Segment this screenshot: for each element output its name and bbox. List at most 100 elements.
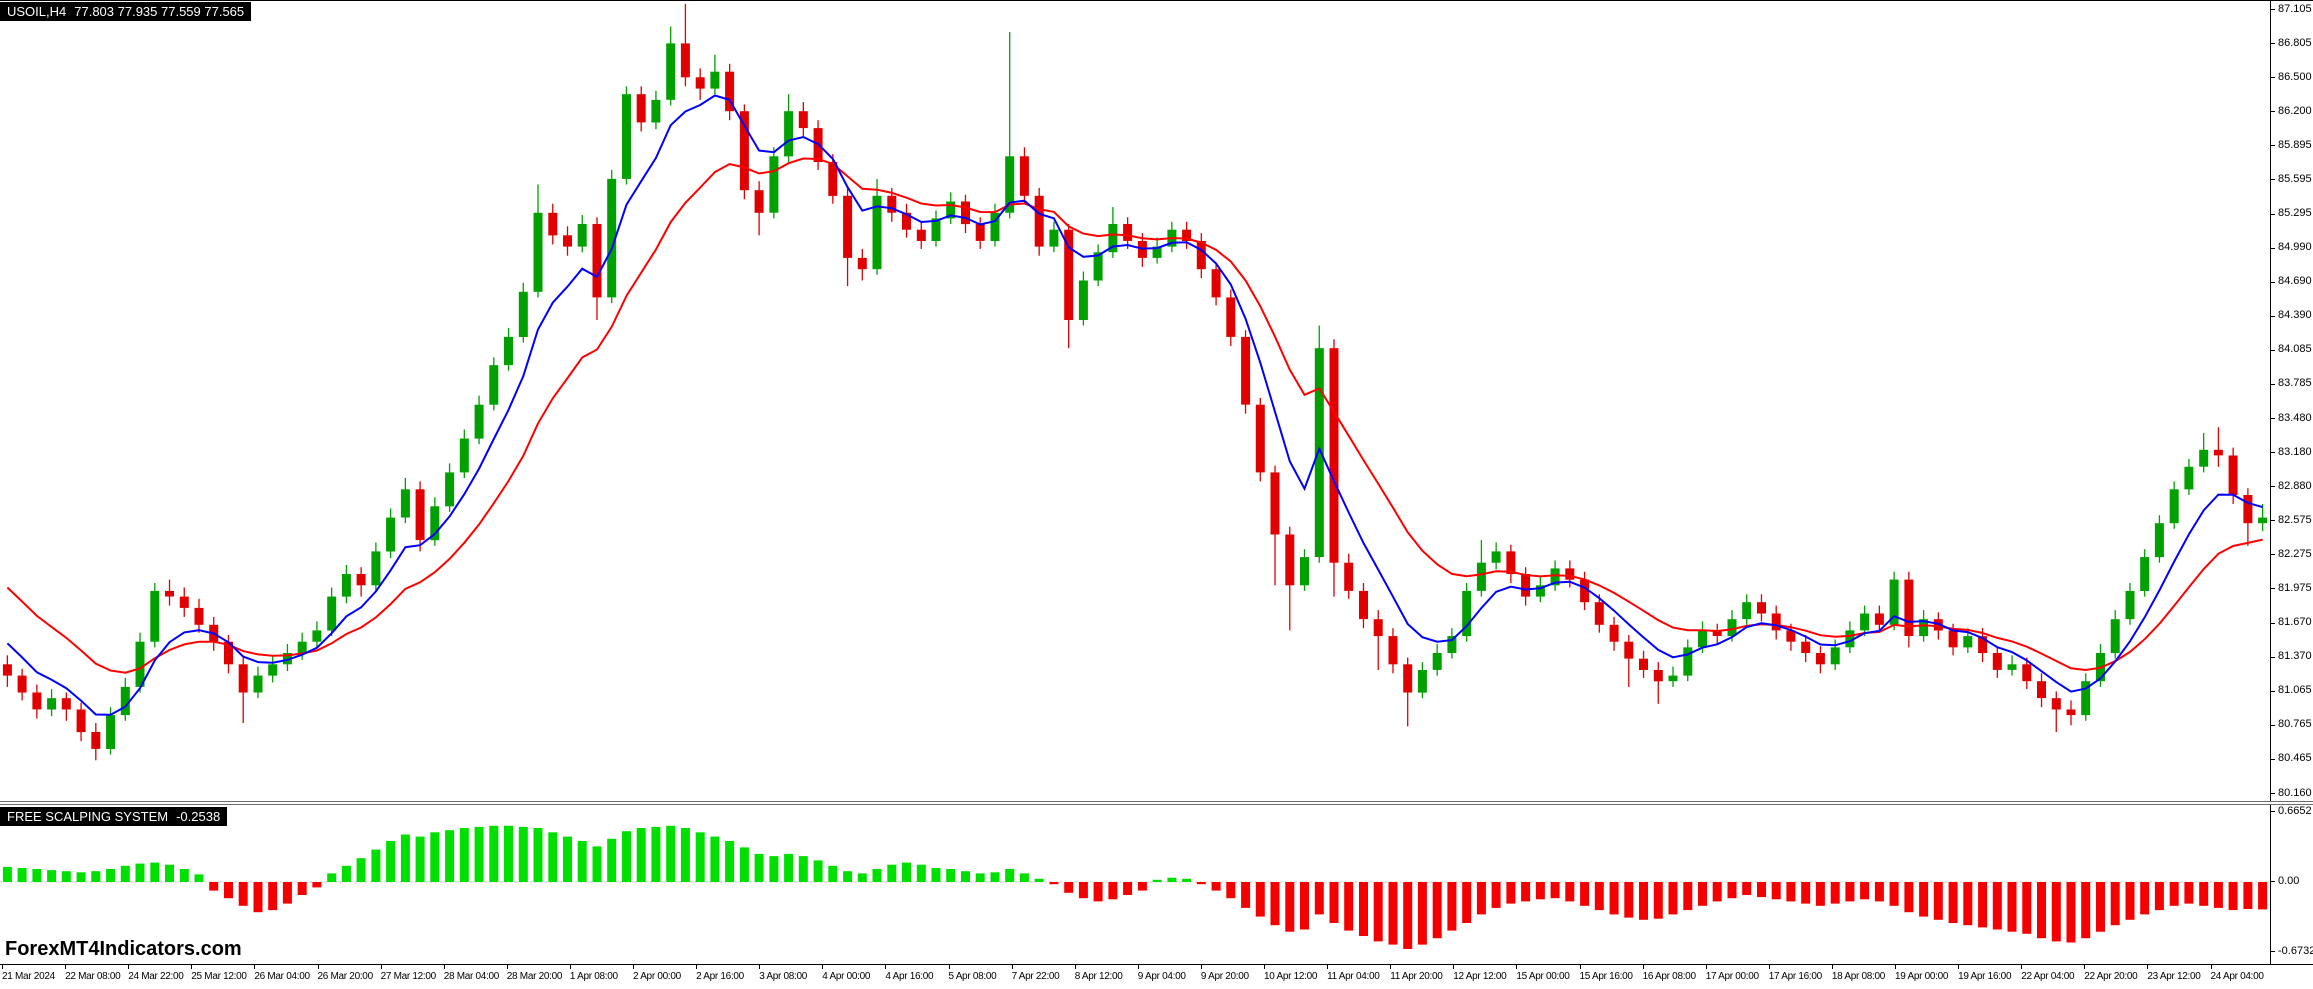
candle-body-up <box>1049 229 1059 247</box>
candle-body-up <box>1727 619 1737 637</box>
candles-layer[interactable] <box>0 1 2270 801</box>
indicator-name: FREE SCALPING SYSTEM <box>7 809 169 824</box>
hist-bar-down <box>1093 882 1103 902</box>
candle-body-down <box>636 94 646 123</box>
candle-body-up <box>1491 551 1501 563</box>
time-axis[interactable]: 21 Mar 2024 22 Mar 08:00 24 Mar 22:00 25 Ma… <box>0 964 2313 989</box>
indicator-axis[interactable]: 0.6652 0.00 -0.6732 <box>2270 805 2313 964</box>
candle-body-up <box>47 698 57 710</box>
price-axis-label: 86.200 <box>2278 104 2312 117</box>
candle-body-up <box>784 111 794 157</box>
price-axis-label: 84.390 <box>2278 309 2312 322</box>
candle-body-up <box>1078 280 1088 320</box>
hist-bar-down <box>1535 882 1545 900</box>
ohlc-values: 77.803 77.935 77.559 77.565 <box>74 4 245 19</box>
hist-bar-down <box>238 882 248 906</box>
candle-body-down <box>1255 404 1265 473</box>
time-axis-label: 22 Apr 04:00 <box>2021 971 2075 982</box>
price-axis-tick <box>2271 520 2275 522</box>
hist-bar-up <box>327 873 337 882</box>
time-axis-label: 28 Mar 04:00 <box>443 971 500 982</box>
hist-bar-down <box>1580 882 1590 906</box>
hist-bar-down <box>1403 882 1413 949</box>
time-axis-tick <box>65 965 67 969</box>
candle-body-up <box>386 517 396 552</box>
hist-bar-down <box>1314 882 1324 915</box>
price-axis-tick <box>2271 588 2275 590</box>
hist-bar-up <box>120 865 130 882</box>
price-chart-area[interactable]: USOIL,H4 77.803 77.935 77.559 77.565 <box>0 1 2270 801</box>
price-axis-label: 81.670 <box>2278 616 2312 629</box>
candle-body-up <box>1535 585 1545 597</box>
hist-bar-down <box>1255 882 1265 917</box>
time-axis-label: 2 Apr 16:00 <box>696 971 744 982</box>
candle-body-up <box>1447 636 1457 653</box>
candle-body-up <box>2199 449 2209 467</box>
hist-bar-down <box>1845 882 1855 902</box>
time-axis-label: 22 Mar 08:00 <box>65 971 121 982</box>
price-axis-label: 81.065 <box>2278 684 2312 697</box>
hist-bar-down <box>1624 882 1634 918</box>
time-axis-label: 16 Apr 08:00 <box>1642 971 1696 982</box>
hist-bar-down <box>2243 882 2253 909</box>
time-axis-label: 2 Apr 00:00 <box>633 971 681 982</box>
time-axis-label: 24 Apr 04:00 <box>2210 971 2264 982</box>
price-axis-tick <box>2271 43 2275 45</box>
candle-body-down <box>754 190 764 213</box>
hist-bar-down <box>2081 882 2091 939</box>
price-axis-tick <box>2271 486 2275 488</box>
hist-bar-down <box>209 882 219 891</box>
time-axis-label: 26 Mar 04:00 <box>254 971 310 982</box>
price-axis-label: 83.180 <box>2278 445 2312 458</box>
hist-bar-up <box>636 828 646 882</box>
hist-bar-up <box>430 832 440 882</box>
candle-body-up <box>577 224 587 247</box>
ma-line-blue <box>6 94 2263 716</box>
candle-body-up <box>990 212 1000 241</box>
time-axis-tick <box>1768 965 1770 969</box>
time-axis-tick <box>128 965 130 969</box>
time-axis-tick <box>1642 965 1644 969</box>
candle-body-down <box>1241 336 1251 405</box>
candle-body-down <box>1874 613 1884 625</box>
candle-body-down <box>548 212 558 236</box>
price-axis-tick <box>2271 554 2275 556</box>
hist-bar-down <box>1830 882 1840 904</box>
candle-body-up <box>1742 602 1752 620</box>
hist-bar-down <box>2051 882 2061 942</box>
hist-bar-up <box>577 841 587 882</box>
candle-body-up <box>2110 619 2120 654</box>
candle-body-down <box>1344 562 1354 591</box>
price-axis-tick <box>2271 656 2275 658</box>
hist-bar-down <box>253 882 263 913</box>
price-axis-label: 83.785 <box>2278 377 2312 390</box>
candle-body-down <box>975 224 985 241</box>
chart-indicator-divider[interactable] <box>0 801 2313 805</box>
hist-bar-up <box>548 832 558 882</box>
time-axis-label: 1 Apr 08:00 <box>569 971 618 982</box>
hist-bar-down <box>224 882 233 899</box>
price-axis-tick <box>2271 111 2275 113</box>
hist-bar-up <box>725 841 735 882</box>
hist-bar-up <box>1005 869 1015 882</box>
hist-bar-down <box>2125 882 2135 920</box>
hist-bar-down <box>1992 882 2002 930</box>
price-axis-label: 85.895 <box>2278 138 2312 151</box>
hist-bar-down <box>1211 882 1221 891</box>
hist-bar-down <box>1108 882 1118 900</box>
candle-body-down <box>61 698 71 710</box>
indicator-subwindow[interactable]: FREE SCALPING SYSTEM -0.2538 ForexMT4Indi… <box>0 805 2270 964</box>
hist-bar-down <box>1417 882 1427 945</box>
time-axis-tick <box>2147 965 2149 969</box>
chart-symbol-timeframe: USOIL,H4 <box>7 4 67 19</box>
time-axis-tick <box>506 965 508 969</box>
time-axis-tick <box>1137 965 1139 969</box>
price-axis[interactable]: 87.105 86.805 86.500 86.200 85.895 85.595 85.2… <box>2270 1 2312 801</box>
histogram-layer[interactable] <box>0 805 2270 964</box>
time-axis-label: 15 Apr 16:00 <box>1579 971 1633 982</box>
hist-bar-up <box>1019 873 1029 882</box>
price-axis-tick <box>2271 213 2275 215</box>
candle-body-down <box>1388 636 1398 665</box>
candle-body-down <box>2243 495 2253 524</box>
hist-bar-down <box>1904 882 1914 913</box>
